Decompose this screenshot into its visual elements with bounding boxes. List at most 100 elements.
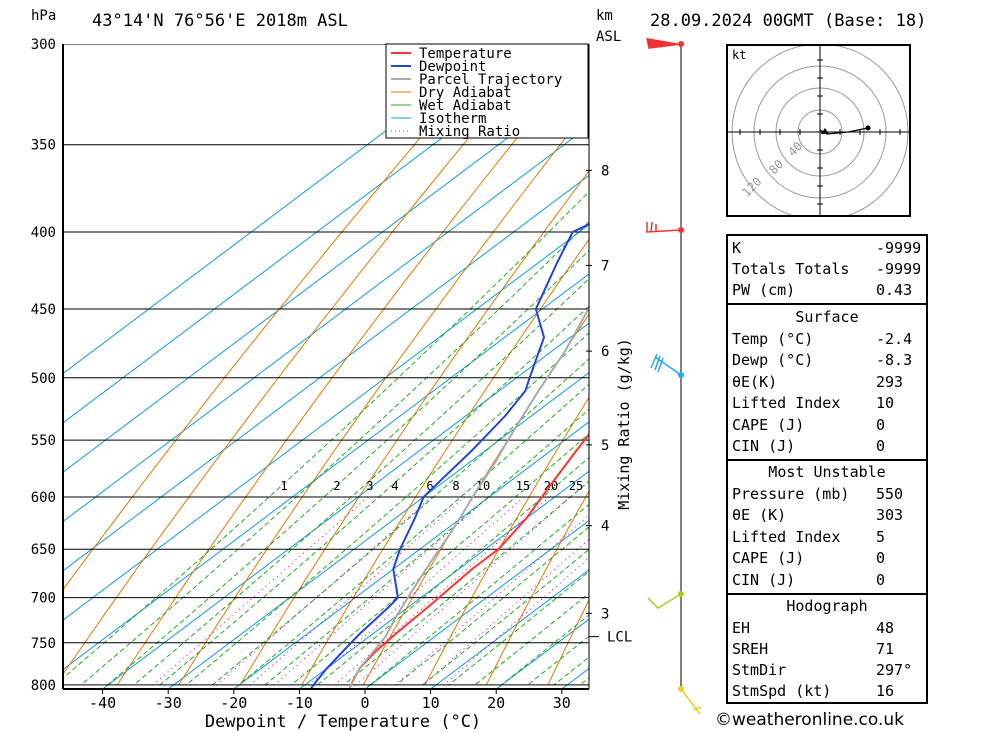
isotherm-line <box>63 174 589 572</box>
dry-adiabat-line <box>362 313 589 686</box>
wet-adiabat-line <box>107 249 589 686</box>
pressure-tick-label: 400 <box>31 225 56 241</box>
x-tick-label: -30 <box>155 694 182 712</box>
surface-dewp: Dewp (°C) -8.3 <box>732 351 913 369</box>
pressure-tick-label: 750 <box>31 636 56 652</box>
isotherm-line <box>430 569 589 689</box>
km-tick-label: 5 <box>601 438 609 454</box>
mixing-ratio-line <box>329 496 550 689</box>
location-title: 43°14'N 76°56'E 2018m ASL <box>92 11 348 31</box>
hodo-stmspd: StmSpd (kt) 16 <box>732 682 895 700</box>
legend-label: Dewpoint <box>419 59 486 75</box>
pressure-tick-label: 550 <box>31 433 56 449</box>
plot-frame <box>62 44 590 690</box>
hodograph-unit: kt <box>732 48 747 62</box>
mixing-ratio-label: 6 <box>426 479 433 493</box>
mixing-ratio-label: 2 <box>333 479 340 493</box>
mixing-ratio-label: 10 <box>476 479 490 493</box>
mixing-ratio-line <box>390 514 589 689</box>
dry-adiabat-line <box>485 490 589 686</box>
mu-cape: CAPE (J) 0 <box>732 549 886 567</box>
wet-adiabat-line <box>133 277 589 686</box>
wet-adiabat-line <box>317 457 589 686</box>
mixing-ratio-line <box>304 496 525 689</box>
site-credit: ©weatheronline.co.uk <box>715 710 905 730</box>
km-tick-label: 4 <box>601 519 609 535</box>
asl-label: ASL <box>596 29 621 45</box>
surface-temp: Temp (°C) -2.4 <box>732 330 913 348</box>
wet-adiabat-line <box>238 383 589 686</box>
isotherm-line <box>63 44 568 424</box>
x-axis-title: Dewpoint / Temperature (°C) <box>205 712 481 732</box>
wet-adiabat-line <box>422 548 589 686</box>
km-tick-label: 3 <box>601 606 609 622</box>
index-row-k: K -9999 <box>732 239 922 257</box>
dry-adiabat-line <box>547 598 589 686</box>
wind-barbs <box>646 37 702 715</box>
x-tick-label: 30 <box>553 694 571 712</box>
pressure-tick-label: 300 <box>31 37 56 53</box>
mixing-ratio-label: 4 <box>391 479 398 493</box>
profile-lines <box>309 223 589 689</box>
surface-cin: CIN (J) 0 <box>732 437 886 455</box>
isotherm-line <box>63 44 502 375</box>
isotherm-line <box>364 519 589 689</box>
x-tick-label: -20 <box>220 694 247 712</box>
mixing-ratio-label: 8 <box>452 479 459 493</box>
legend-label: Temperature <box>419 46 512 62</box>
pressure-tick-label: 650 <box>31 542 56 558</box>
wet-adiabat-line <box>369 503 589 686</box>
mixing-ratio-line <box>148 496 369 689</box>
legend-label: Wet Adiabat <box>419 98 512 114</box>
hodograph-title: Hodograph <box>786 597 868 615</box>
hodo-eh: EH 48 <box>732 619 895 637</box>
pressure-tick-label: 600 <box>31 490 56 506</box>
mixing-ratio-line <box>211 496 432 689</box>
isotherm-line <box>63 273 589 671</box>
hodograph-panel: kt 40 80 120 <box>726 44 911 217</box>
legend-label: Mixing Ratio <box>419 124 520 140</box>
legend-label: Isotherm <box>419 111 486 127</box>
dewpoint-line <box>309 223 589 689</box>
hodo-sreh: SREH 71 <box>732 640 895 658</box>
wet-adiabat-line <box>80 220 589 686</box>
pressure-tick-label: 350 <box>31 138 56 154</box>
mixing-ratio-line <box>269 496 490 689</box>
wet-adiabat-line <box>159 305 589 686</box>
x-tick-label: 10 <box>422 694 440 712</box>
background-lines: 1 2 3 4 6 8 10 15 20 25 <box>63 44 1000 689</box>
x-tick-label: -40 <box>89 694 116 712</box>
isotherm-line <box>63 76 589 473</box>
isotherm-line <box>233 421 589 689</box>
legend-label: Dry Adiabat <box>419 85 512 101</box>
x-tick-label: 0 <box>360 694 369 712</box>
isotherm-line <box>167 371 589 689</box>
most-unstable-title: Most Unstable <box>768 463 886 481</box>
mixing-ratio-line <box>438 557 589 689</box>
x-tick-label: -10 <box>286 694 313 712</box>
mu-thetae: θE (K) 303 <box>732 506 904 524</box>
pressure-tick-label: 500 <box>31 371 56 387</box>
mixing-ratio-line <box>350 496 571 689</box>
surface-thetae: θE(K) 293 <box>732 373 904 391</box>
pressure-tick-label: 450 <box>31 302 56 318</box>
wet-adiabat-line <box>474 592 589 686</box>
mixing-ratio-label: 25 <box>569 479 583 493</box>
datetime-title: 28.09.2024 00GMT (Base: 18) <box>650 11 926 31</box>
mu-pressure: Pressure (mb) 550 <box>732 485 904 503</box>
surface-title: Surface <box>795 308 859 326</box>
mu-cin: CIN (J) 0 <box>732 571 886 589</box>
dry-adiabat-line <box>979 44 1000 685</box>
lcl-label: LCL <box>607 630 632 646</box>
temperature-line <box>348 432 589 689</box>
hodo-stmdir: StmDir 297° <box>732 661 913 679</box>
mixing-ratio-label: 15 <box>516 479 530 493</box>
mu-lifted-index: Lifted Index 5 <box>732 528 886 546</box>
km-tick-label: 6 <box>601 344 609 360</box>
x-tick-label: 20 <box>487 694 505 712</box>
index-row-pw: PW (cm) 0.43 <box>732 281 913 299</box>
hodograph-plot <box>728 46 909 215</box>
mixing-ratio-line <box>245 496 466 689</box>
